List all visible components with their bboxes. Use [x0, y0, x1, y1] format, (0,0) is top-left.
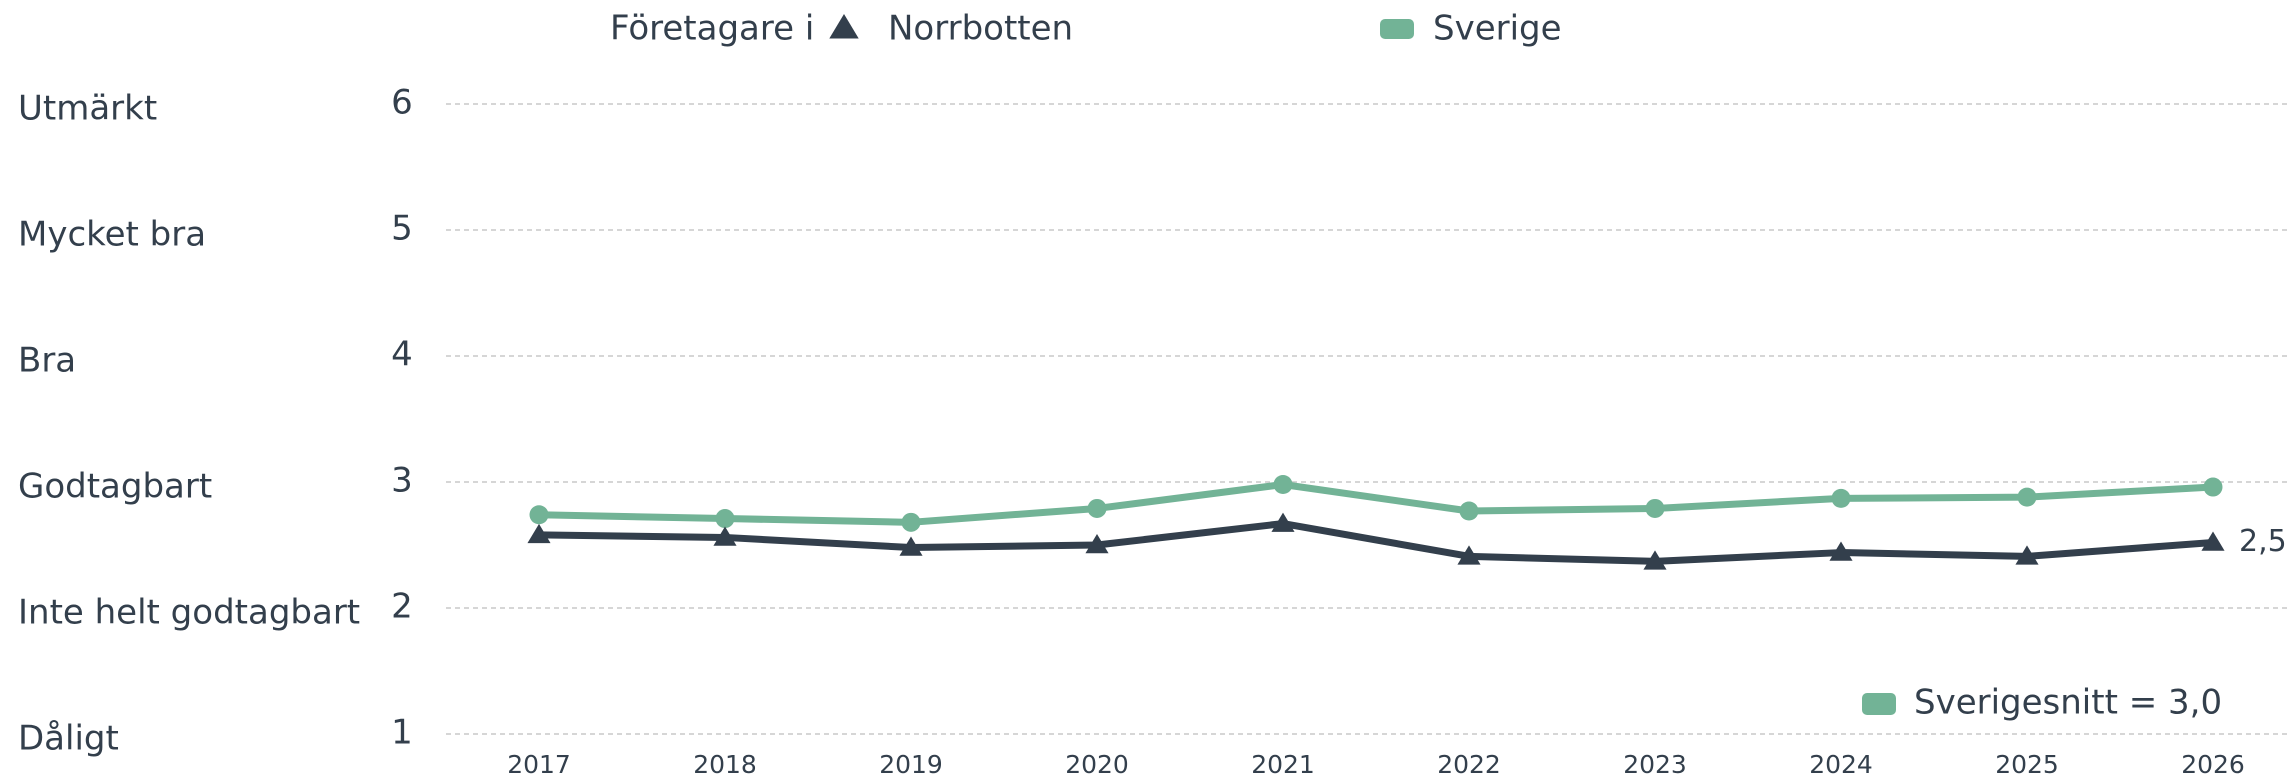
x-tick-label: 2019: [879, 750, 943, 779]
y-tick-label: 3: [391, 461, 413, 501]
y-tick-description: Dåligt: [18, 719, 119, 759]
series-line: [538, 520, 2214, 565]
point-marker: [1085, 534, 1109, 554]
legend-label: Sverige: [1433, 9, 1562, 49]
point-marker: [2201, 531, 2225, 551]
y-tick-description: Bra: [18, 341, 76, 381]
point-marker: [1459, 501, 1479, 521]
y-tick-label: 1: [391, 713, 413, 753]
value-label: 2,5: [2239, 524, 2287, 559]
legend-label: Norrbotten: [888, 9, 1073, 49]
x-tick-label: 2023: [1623, 750, 1687, 779]
point-marker: [1271, 512, 1295, 532]
x-tick-label: 2022: [1437, 750, 1501, 779]
point-marker: [1829, 541, 1853, 561]
y-tick-description: Inte helt godtagbart: [18, 593, 360, 633]
series-line: [538, 481, 2214, 526]
point-marker: [1831, 488, 1851, 508]
annotation-swatch: [1862, 693, 1896, 715]
point-marker: [715, 509, 735, 529]
legend-symbol: [1380, 19, 1414, 39]
x-tick-label: 2017: [507, 750, 571, 779]
x-tick-label: 2021: [1251, 750, 1315, 779]
point-marker: [2017, 487, 2037, 507]
point-marker: [527, 523, 551, 544]
point-marker: [529, 505, 549, 525]
point-marker: [899, 536, 923, 556]
point-marker: [1643, 550, 1667, 570]
x-tick-label: 2026: [2181, 750, 2245, 779]
point-marker: [2015, 545, 2039, 565]
y-tick-description: Mycket bra: [18, 215, 206, 255]
legend-symbol: [829, 14, 859, 39]
point-marker: [713, 526, 737, 546]
legend-title: Företagare i: [610, 9, 814, 49]
y-tick-label: 4: [391, 335, 413, 375]
point-marker: [1087, 498, 1107, 518]
x-tick-label: 2025: [1995, 750, 2059, 779]
annotation: Sverigesnitt = 3,0: [1914, 683, 2222, 723]
point-marker: [2203, 477, 2223, 497]
x-tick-label: 2018: [693, 750, 757, 779]
x-tick-label: 2024: [1809, 750, 1873, 779]
point-marker: [1457, 545, 1481, 565]
y-tick-label: 6: [391, 83, 413, 123]
point-marker: [901, 512, 921, 532]
y-tick-label: 2: [391, 587, 413, 627]
point-marker: [1645, 498, 1665, 518]
point-marker: [1273, 475, 1293, 495]
x-tick-label: 2020: [1065, 750, 1129, 779]
y-tick-description: Utmärkt: [18, 89, 157, 129]
y-tick-label: 5: [391, 209, 413, 249]
y-tick-description: Godtagbart: [18, 467, 212, 507]
